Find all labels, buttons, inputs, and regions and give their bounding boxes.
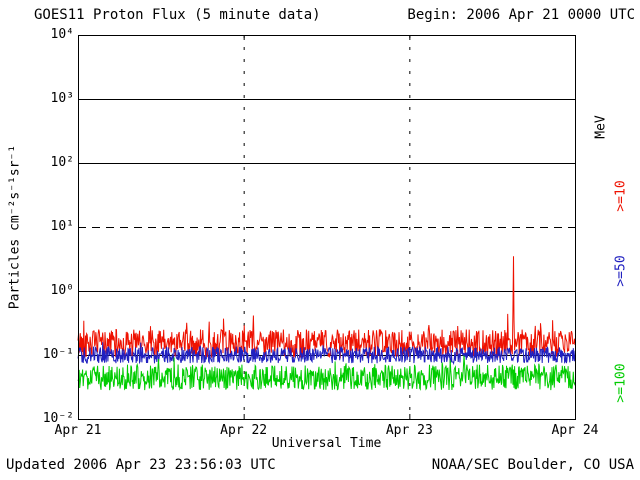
y-tick-label: 10³ bbox=[50, 91, 74, 106]
legend-label-ge50: >=50 bbox=[613, 255, 629, 287]
series-line-50 bbox=[77, 342, 576, 366]
legend-label-ge100: >=100 bbox=[613, 363, 629, 403]
right-unit-label: MeV bbox=[593, 115, 609, 139]
y-tick-label: 10⁴ bbox=[50, 27, 74, 42]
series-line-100 bbox=[77, 355, 576, 391]
updated-timestamp: Updated 2006 Apr 23 23:56:03 UTC bbox=[6, 457, 276, 473]
x-tick-label: Apr 24 bbox=[551, 423, 599, 438]
page-title: GOES11 Proton Flux (5 minute data) bbox=[34, 7, 321, 23]
x-tick-label: Apr 22 bbox=[220, 423, 268, 438]
y-tick-label: 10² bbox=[50, 155, 74, 170]
series-line-10 bbox=[77, 256, 576, 359]
y-tick-label: 10⁻² bbox=[42, 411, 74, 426]
credit-label: NOAA/SEC Boulder, CO USA bbox=[431, 457, 634, 473]
y-tick-label: 10⁻¹ bbox=[42, 347, 74, 362]
x-axis-label: Universal Time bbox=[271, 436, 382, 451]
y-tick-label: 10⁰ bbox=[50, 283, 74, 298]
y-tick-label: 10¹ bbox=[50, 219, 74, 234]
legend-label-ge10: >=10 bbox=[613, 180, 629, 212]
begin-time-label: Begin: 2006 Apr 21 0000 UTC bbox=[407, 7, 635, 23]
x-tick-label: Apr 23 bbox=[385, 423, 433, 438]
x-tick-label: Apr 21 bbox=[54, 423, 102, 438]
